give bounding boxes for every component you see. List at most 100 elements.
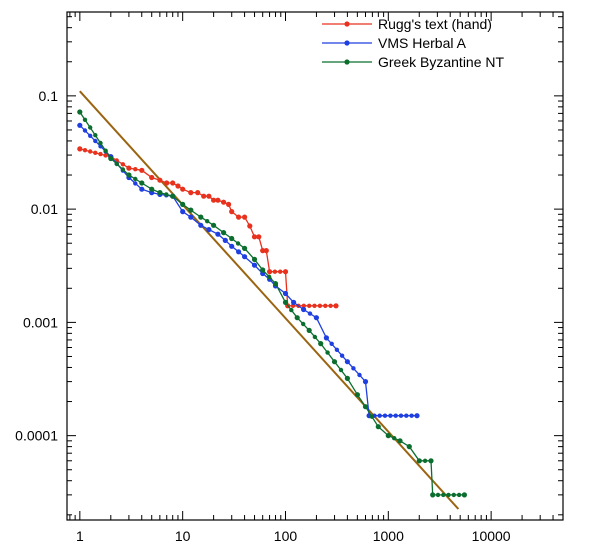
series-marker (126, 172, 132, 178)
series-marker (226, 202, 231, 207)
series-marker (295, 315, 300, 320)
series-marker (318, 341, 323, 346)
legend-item: Rugg's text (hand) (322, 16, 492, 32)
series-marker (206, 194, 212, 199)
series-marker (355, 392, 360, 397)
series-marker (103, 148, 108, 153)
legend-label: Rugg's text (hand) (378, 16, 492, 32)
series-marker (235, 241, 241, 246)
series-marker (328, 303, 333, 308)
series-marker (139, 180, 144, 186)
series-marker (301, 307, 306, 312)
series-marker (180, 209, 185, 214)
series-marker (339, 353, 345, 358)
series-marker (456, 492, 462, 498)
series-marker (93, 150, 98, 155)
series-marker (260, 271, 265, 276)
series-marker (215, 198, 221, 203)
series-marker (264, 248, 269, 253)
axis-ticks (67, 12, 564, 520)
legend-label: VMS Herbal A (378, 35, 467, 51)
series-marker (221, 200, 226, 205)
series-marker (201, 194, 206, 199)
series-marker (409, 413, 414, 418)
series-marker (428, 458, 434, 463)
x-tick-labels: 1 10 100 1000 10000 (76, 528, 511, 544)
series-marker (88, 149, 93, 154)
series-marker (333, 303, 339, 308)
series-marker (126, 165, 132, 171)
series-marker (139, 168, 144, 173)
series-marker (283, 300, 288, 305)
series-marker (451, 492, 456, 498)
series-marker (260, 248, 265, 253)
series-marker (301, 321, 306, 327)
series-marker (398, 413, 404, 418)
legend-item: Greek Byzantine NT (322, 54, 504, 70)
series-marker (291, 300, 296, 305)
series-marker (307, 328, 312, 333)
y-tick-label: 0.1 (39, 88, 59, 104)
series-marker (98, 140, 103, 146)
series-marker (345, 359, 350, 364)
series-marker (236, 249, 241, 254)
legend-swatch-marker (344, 40, 350, 46)
series-marker (139, 187, 144, 192)
series-marker (103, 153, 108, 158)
series-marker (211, 198, 216, 203)
series-marker (157, 178, 163, 183)
series-marker (120, 167, 126, 172)
series-marker (120, 162, 126, 167)
series-marker (404, 413, 409, 418)
series-rugg-s-text-hand (77, 146, 339, 309)
series-marker (93, 138, 98, 144)
series-greek-byzantine-nt (77, 109, 467, 498)
series-marker (435, 492, 441, 498)
series-marker (164, 180, 169, 186)
series-marker (82, 128, 88, 133)
legend-item: VMS Herbal A (322, 35, 467, 51)
y-tick-labels: 0.1 0.01 0.001 0.0001 (15, 88, 58, 444)
series-marker (252, 257, 257, 262)
series-marker (82, 148, 88, 153)
series-marker (149, 175, 154, 180)
series-marker (266, 274, 272, 279)
series-marker (307, 311, 313, 316)
series-marker (267, 269, 272, 274)
series-marker (242, 214, 247, 220)
series-marker (149, 187, 154, 192)
series-layer (77, 90, 467, 510)
y-tick-label: 0.01 (31, 201, 58, 217)
series-marker (312, 303, 317, 308)
series-marker (77, 109, 83, 115)
x-tick-label: 100 (274, 528, 298, 544)
series-marker (223, 238, 228, 243)
series-marker (170, 194, 175, 199)
series-marker (211, 223, 216, 228)
series-marker (221, 230, 226, 235)
series-marker (382, 413, 388, 418)
series-marker (377, 413, 382, 418)
series-marker (229, 236, 234, 241)
series-marker (334, 347, 340, 352)
series-marker (195, 190, 200, 195)
series-marker (338, 367, 344, 373)
series-marker (242, 254, 247, 259)
series-marker (242, 246, 247, 251)
series-marker (205, 219, 210, 224)
series-marker (256, 234, 261, 239)
series-marker (325, 350, 330, 355)
series-marker (198, 214, 203, 220)
series-marker (397, 438, 403, 443)
x-tick-label: 10 (175, 528, 191, 544)
series-marker (188, 207, 193, 213)
series-marker (369, 414, 375, 419)
series-marker (329, 341, 334, 346)
series-marker (88, 133, 93, 138)
series-marker (198, 223, 203, 228)
series-marker (422, 458, 428, 463)
series-marker (247, 223, 252, 229)
series-marker (164, 192, 169, 197)
series-marker (236, 214, 241, 220)
